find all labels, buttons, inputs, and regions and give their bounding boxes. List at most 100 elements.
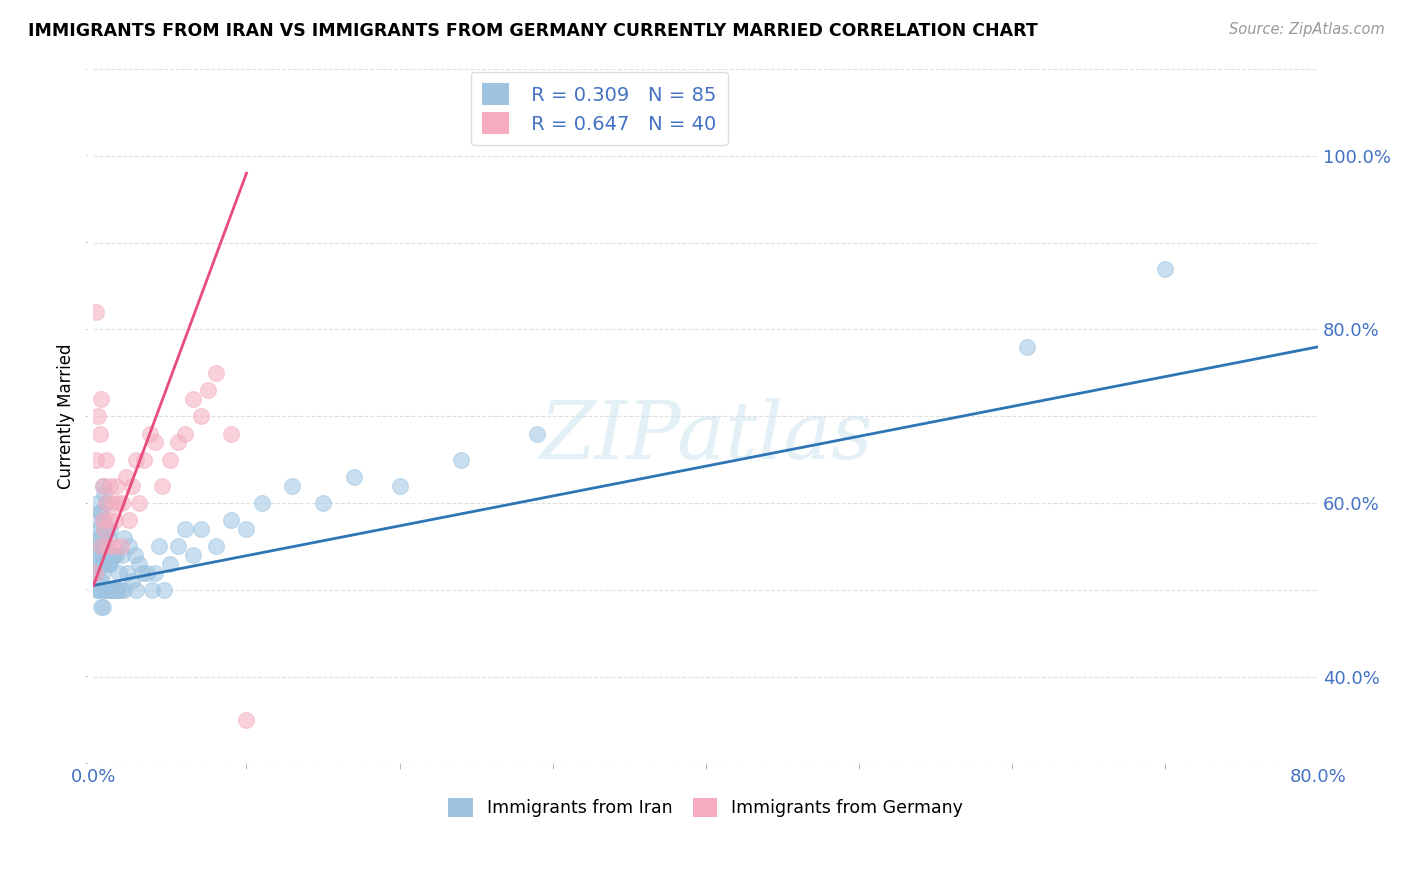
- Point: [83, 557, 105, 571]
- Point: [87, 496, 110, 510]
- Point: [159, 452, 181, 467]
- Point: [90, 505, 112, 519]
- Point: [174, 522, 197, 536]
- Point: [153, 582, 176, 597]
- Point: [96, 557, 118, 571]
- Point: [86, 452, 108, 467]
- Point: [98, 582, 121, 597]
- Point: [128, 496, 150, 510]
- Point: [104, 513, 127, 527]
- Point: [90, 600, 112, 615]
- Point: [250, 496, 273, 510]
- Point: [132, 452, 155, 467]
- Point: [84, 531, 107, 545]
- Point: [174, 426, 197, 441]
- Point: [87, 522, 110, 536]
- Point: [143, 435, 166, 450]
- Point: [86, 582, 108, 597]
- Point: [343, 470, 366, 484]
- Point: [117, 513, 139, 527]
- Point: [91, 600, 114, 615]
- Point: [91, 478, 114, 492]
- Text: Source: ZipAtlas.com: Source: ZipAtlas.com: [1229, 22, 1385, 37]
- Point: [93, 557, 115, 571]
- Point: [197, 383, 219, 397]
- Y-axis label: Currently Married: Currently Married: [58, 343, 75, 489]
- Point: [94, 548, 117, 562]
- Point: [89, 426, 111, 441]
- Point: [190, 522, 212, 536]
- Point: [125, 452, 148, 467]
- Point: [100, 582, 122, 597]
- Point: [87, 409, 110, 424]
- Point: [388, 478, 411, 492]
- Point: [107, 582, 129, 597]
- Point: [110, 540, 132, 554]
- Point: [96, 522, 118, 536]
- Point: [190, 409, 212, 424]
- Point: [93, 582, 115, 597]
- Point: [128, 557, 150, 571]
- Point: [96, 582, 118, 597]
- Point: [90, 392, 112, 406]
- Point: [93, 522, 115, 536]
- Point: [181, 392, 204, 406]
- Point: [97, 513, 120, 527]
- Point: [91, 478, 114, 492]
- Point: [94, 452, 117, 467]
- Text: ZIPatlas: ZIPatlas: [538, 399, 873, 475]
- Point: [93, 487, 115, 501]
- Point: [93, 522, 115, 536]
- Point: [105, 582, 128, 597]
- Point: [98, 478, 121, 492]
- Point: [205, 366, 228, 380]
- Point: [89, 557, 111, 571]
- Point: [450, 452, 472, 467]
- Point: [110, 582, 132, 597]
- Point: [112, 582, 135, 597]
- Point: [91, 513, 114, 527]
- Point: [526, 426, 548, 441]
- Point: [139, 426, 162, 441]
- Point: [87, 548, 110, 562]
- Point: [124, 548, 146, 562]
- Point: [84, 566, 107, 580]
- Point: [131, 566, 153, 580]
- Point: [235, 522, 257, 536]
- Point: [111, 548, 134, 562]
- Point: [87, 582, 110, 597]
- Point: [166, 435, 188, 450]
- Point: [107, 496, 129, 510]
- Point: [90, 540, 112, 554]
- Point: [104, 548, 127, 562]
- Point: [94, 496, 117, 510]
- Text: IMMIGRANTS FROM IRAN VS IMMIGRANTS FROM GERMANY CURRENTLY MARRIED CORRELATION CH: IMMIGRANTS FROM IRAN VS IMMIGRANTS FROM …: [28, 22, 1038, 40]
- Point: [86, 305, 108, 319]
- Point: [125, 582, 148, 597]
- Point: [84, 566, 107, 580]
- Point: [91, 540, 114, 554]
- Point: [100, 496, 122, 510]
- Point: [205, 540, 228, 554]
- Point: [1017, 340, 1039, 354]
- Point: [115, 566, 138, 580]
- Point: [86, 513, 108, 527]
- Point: [84, 548, 107, 562]
- Point: [97, 557, 120, 571]
- Point: [181, 548, 204, 562]
- Point: [104, 582, 127, 597]
- Point: [96, 540, 118, 554]
- Point: [89, 531, 111, 545]
- Point: [159, 557, 181, 571]
- Point: [100, 548, 122, 562]
- Point: [91, 566, 114, 580]
- Point: [105, 548, 128, 562]
- Point: [166, 540, 188, 554]
- Point: [114, 470, 136, 484]
- Point: [94, 496, 117, 510]
- Point: [103, 540, 125, 554]
- Legend: Immigrants from Iran, Immigrants from Germany: Immigrants from Iran, Immigrants from Ge…: [441, 791, 970, 824]
- Point: [111, 496, 134, 510]
- Point: [1154, 261, 1177, 276]
- Point: [121, 574, 143, 589]
